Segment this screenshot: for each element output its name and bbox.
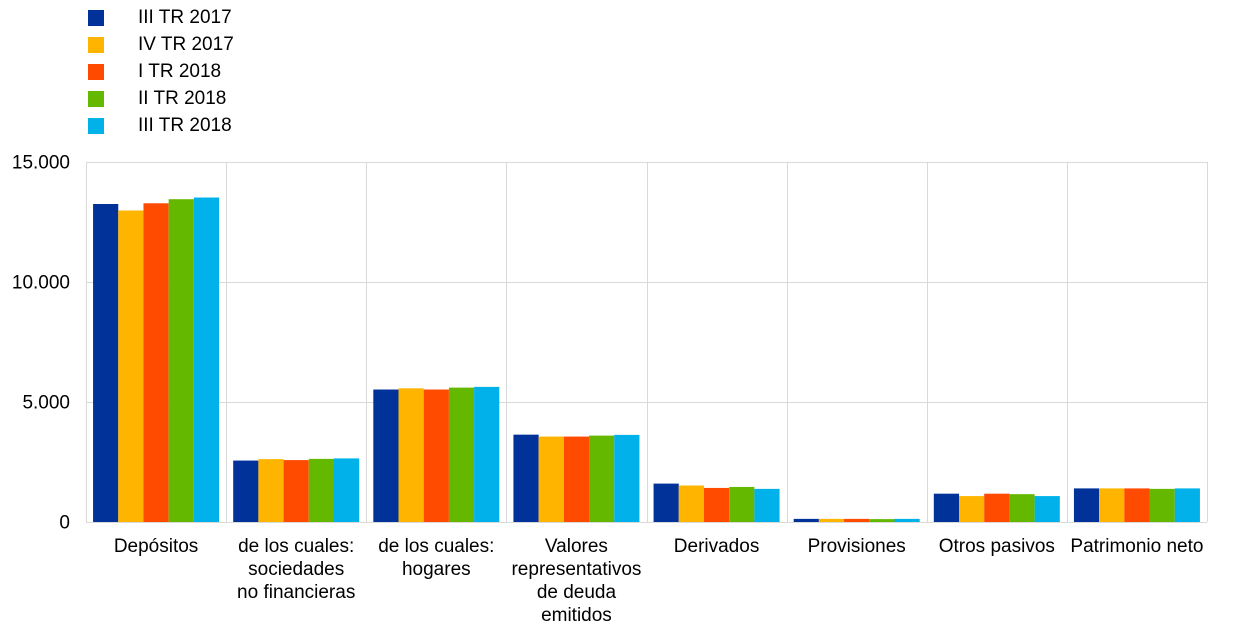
x-tick-label: Patrimonio neto: [1070, 536, 1203, 557]
bar: [844, 518, 870, 522]
bar: [1099, 488, 1125, 522]
bars: [93, 197, 1200, 523]
bar: [513, 434, 539, 522]
bar: [933, 493, 960, 522]
y-axis-labels: 0 5.000 10.000 15.000: [12, 153, 70, 534]
bar: [233, 460, 259, 522]
bar: [1009, 494, 1035, 522]
bar: [959, 496, 985, 522]
y-tick-label: 5.000: [22, 393, 70, 414]
bar: [283, 460, 309, 522]
y-tick-label: 10.000: [12, 273, 70, 294]
bar: [373, 389, 399, 522]
legend-swatch: [88, 36, 104, 53]
bar: [474, 386, 500, 522]
bar: [563, 436, 590, 522]
bar: [93, 204, 119, 522]
x-tick-label-line: de los cuales:: [378, 536, 494, 557]
x-tick-label: Provisiones: [808, 536, 906, 557]
legend-item: I TR 2018: [88, 58, 234, 85]
x-tick-label-line: Provisiones: [808, 536, 906, 557]
bar: [818, 518, 845, 522]
bar: [793, 518, 819, 522]
bar: [984, 493, 1010, 522]
bar: [143, 203, 169, 522]
bar: [423, 389, 449, 522]
bar: [308, 458, 334, 522]
legend-item: III TR 2018: [88, 112, 234, 139]
legend-label: IV TR 2017: [138, 34, 234, 55]
x-tick-label-line: Patrimonio neto: [1070, 536, 1203, 557]
grid-lines: [86, 162, 1208, 523]
x-tick-label-line: Valores: [545, 536, 608, 557]
bar: [193, 197, 220, 522]
bar: [1124, 488, 1150, 522]
bar: [398, 388, 424, 522]
x-tick-label-line: de deuda: [537, 582, 617, 603]
x-tick-label: Valores representativos de deuda emitidos: [511, 536, 641, 626]
legend-swatch: [88, 63, 104, 80]
legend-label: III TR 2017: [138, 7, 232, 28]
bar: [729, 486, 755, 522]
bar: [1034, 496, 1060, 522]
bar: [614, 434, 640, 522]
y-tick-label: 15.000: [12, 153, 70, 174]
bar: [1073, 488, 1100, 522]
x-tick-label: Depósitos: [114, 536, 199, 557]
x-tick-label: Derivados: [674, 536, 760, 557]
x-tick-label-line: emitidos: [541, 605, 612, 626]
x-tick-label-line: Depósitos: [114, 536, 199, 557]
bar: [258, 459, 284, 522]
bar: [538, 436, 564, 522]
x-tick-label: de los cuales: sociedades no financieras: [237, 536, 355, 603]
bar: [1174, 488, 1200, 522]
x-tick-label-line: Otros pasivos: [939, 536, 1055, 557]
legend-swatch: [88, 90, 104, 107]
x-tick-label-line: representativos: [511, 559, 641, 580]
x-tick-label: Otros pasivos: [939, 536, 1055, 557]
x-tick-label-line: hogares: [402, 559, 471, 580]
bar: [678, 485, 704, 522]
bar: [869, 519, 895, 522]
bar: [703, 487, 730, 522]
bar: [118, 210, 144, 523]
bar: [168, 199, 194, 522]
x-tick-label-line: Derivados: [674, 536, 760, 557]
bar: [589, 435, 615, 522]
x-tick-label: de los cuales: hogares: [378, 536, 494, 580]
bar: [653, 483, 679, 522]
x-tick-label-line: sociedades: [248, 559, 344, 580]
legend-item: IV TR 2017: [88, 31, 234, 58]
x-tick-label-line: no financieras: [237, 582, 355, 603]
legend: III TR 2017 IV TR 2017 I TR 2018 II TR 2018…: [88, 4, 234, 139]
legend-swatch: [88, 117, 104, 134]
bar: [448, 387, 475, 522]
legend-label: I TR 2018: [138, 61, 222, 82]
legend-label: II TR 2018: [138, 88, 227, 109]
legend-item: III TR 2017: [88, 4, 234, 31]
bar: [754, 488, 780, 522]
y-tick-label: 0: [59, 513, 70, 534]
bar: [333, 458, 360, 522]
legend-item: II TR 2018: [88, 85, 234, 112]
x-tick-label-line: de los cuales:: [238, 536, 354, 557]
bar: [1149, 488, 1175, 522]
legend-label: III TR 2018: [138, 115, 232, 136]
legend-swatch: [88, 9, 104, 26]
bar: [894, 518, 920, 522]
x-axis-labels: Depósitos de los cuales: sociedades no fina…: [114, 536, 1204, 626]
